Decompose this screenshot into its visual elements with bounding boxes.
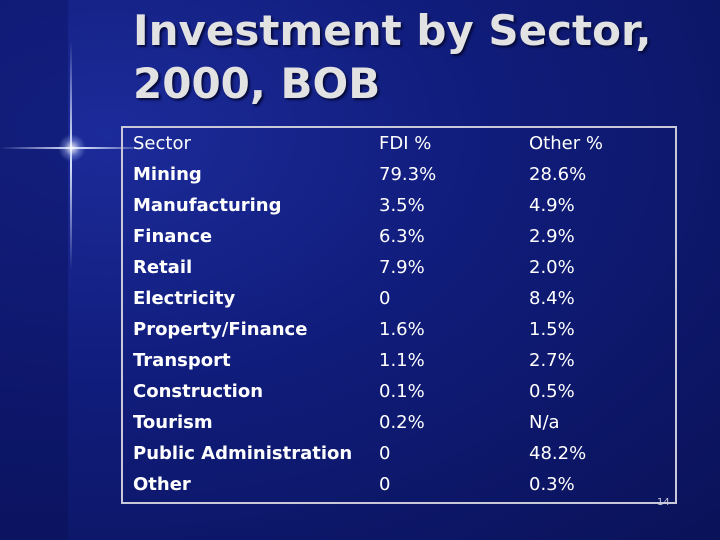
table-row: Construction 0.1% 0.5% (123, 376, 675, 407)
sector-cell: Finance (133, 226, 213, 247)
page-number: 14 (657, 497, 670, 508)
investment-table-grid: Sector FDI % Other % Mining 79.3% 28.6% … (123, 128, 675, 500)
other-cell: 0.3% (529, 474, 575, 495)
other-cell: 8.4% (529, 288, 575, 309)
sector-cell: Property/Finance (133, 319, 308, 340)
title-line-2: 2000, BOB (133, 59, 381, 108)
table-row: Finance 6.3% 2.9% (123, 221, 675, 252)
sector-cell: Construction (133, 381, 264, 402)
other-cell: 2.0% (529, 257, 575, 278)
sector-cell: Mining (133, 164, 202, 185)
other-cell: 2.9% (529, 226, 575, 247)
other-cell: 4.9% (529, 195, 575, 216)
fdi-cell: 0.1% (379, 381, 425, 402)
sparkle-star-icon (58, 134, 86, 162)
sector-cell: Tourism (133, 412, 213, 433)
header-sector: Sector (133, 133, 191, 154)
table-row: Electricity 0 8.4% (123, 283, 675, 314)
table-row: Tourism 0.2% N/a (123, 407, 675, 438)
other-cell: 2.7% (529, 350, 575, 371)
sector-cell: Other (133, 474, 191, 495)
table-row: Mining 79.3% 28.6% (123, 159, 675, 190)
table-row: Property/Finance 1.6% 1.5% (123, 314, 675, 345)
fdi-cell: 0 (379, 288, 391, 309)
other-cell: 0.5% (529, 381, 575, 402)
slide-title: Investment by Sector, 2000, BOB (133, 4, 693, 110)
sector-cell: Electricity (133, 288, 236, 309)
other-cell: N/a (529, 412, 560, 433)
left-decorative-band (0, 0, 68, 540)
fdi-cell: 0 (379, 474, 391, 495)
header-fdi: FDI % (379, 133, 432, 154)
fdi-cell: 1.6% (379, 319, 425, 340)
investment-table: Sector FDI % Other % Mining 79.3% 28.6% … (121, 126, 677, 504)
other-cell: 28.6% (529, 164, 587, 185)
sector-cell: Retail (133, 257, 193, 278)
other-cell: 48.2% (529, 443, 587, 464)
fdi-cell: 1.1% (379, 350, 425, 371)
sector-cell: Manufacturing (133, 195, 282, 216)
table-row: Manufacturing 3.5% 4.9% (123, 190, 675, 221)
fdi-cell: 0 (379, 443, 391, 464)
other-cell: 1.5% (529, 319, 575, 340)
fdi-cell: 7.9% (379, 257, 425, 278)
fdi-cell: 3.5% (379, 195, 425, 216)
table-header-row: Sector FDI % Other % (123, 128, 675, 159)
sector-cell: Transport (133, 350, 231, 371)
table-row: Public Administration 0 48.2% (123, 438, 675, 469)
fdi-cell: 79.3% (379, 164, 437, 185)
table-row: Transport 1.1% 2.7% (123, 345, 675, 376)
sector-cell: Public Administration (133, 443, 353, 464)
header-other: Other % (529, 133, 603, 154)
fdi-cell: 6.3% (379, 226, 425, 247)
title-line-1: Investment by Sector, (133, 6, 652, 55)
fdi-cell: 0.2% (379, 412, 425, 433)
table-row: Retail 7.9% 2.0% (123, 252, 675, 283)
table-row: Other 0 0.3% (123, 469, 675, 500)
